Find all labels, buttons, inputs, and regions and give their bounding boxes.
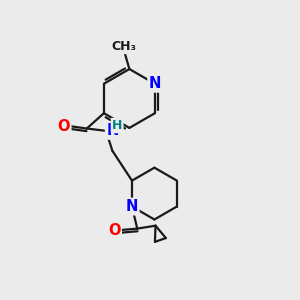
Text: N: N xyxy=(106,123,118,138)
Text: N: N xyxy=(126,199,138,214)
Text: CH₃: CH₃ xyxy=(112,40,136,53)
Text: O: O xyxy=(58,118,70,134)
Text: O: O xyxy=(108,223,121,238)
Text: H: H xyxy=(112,119,122,132)
Text: N: N xyxy=(149,76,161,91)
